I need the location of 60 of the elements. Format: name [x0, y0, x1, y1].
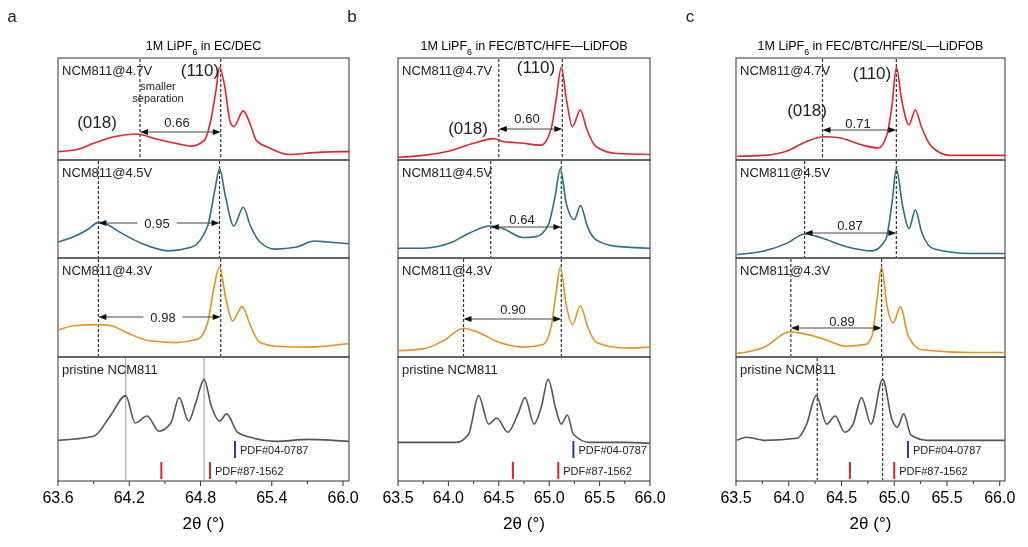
text: c — [685, 6, 695, 26]
annotation: (018) — [77, 112, 117, 132]
annotation: 0.66 — [164, 114, 190, 130]
ref-line-label: PDF#87-1562 — [899, 464, 968, 477]
text: NCM811@4.7V — [740, 63, 831, 78]
x-tick-label: 66.0 — [984, 489, 1016, 506]
annotation: 0.71 — [845, 115, 871, 131]
text: NCM811@4.5V — [740, 165, 831, 180]
ref-line-label: PDF#87-1562 — [563, 464, 632, 477]
x-tick-label: 65.0 — [533, 489, 565, 506]
x-tick-label: 65.5 — [584, 489, 616, 506]
text: NCM811@4.3V — [740, 263, 831, 278]
text: pristine NCM811 — [402, 362, 498, 377]
x-tick-label: 66.0 — [327, 489, 359, 506]
ref-line-label: PDF#04-0787 — [239, 443, 309, 456]
x-tick-label: 64.2 — [113, 489, 145, 506]
ref-line-label: PDF#87-1562 — [215, 464, 284, 477]
x-tick-label: 65.4 — [256, 489, 288, 506]
annotation: (018) — [448, 118, 488, 138]
annotation: smaller separation — [132, 79, 184, 105]
x-tick-label: 66.0 — [634, 489, 666, 506]
text: NCM811@4.5V — [62, 165, 153, 180]
ref-line-label: PDF#04-0787 — [578, 443, 647, 456]
chart-title: 1M LiPF$_{6}$ in FEC/BTC/HFE—LiDFOB — [420, 39, 628, 57]
text: NCM811@4.7V — [62, 63, 153, 78]
text: NCM811@4.3V — [62, 263, 153, 278]
text: NCM811@4.7V — [402, 63, 493, 78]
text: pristine NCM811 — [740, 362, 836, 377]
annotation: 0.87 — [837, 217, 863, 233]
annotation: 0.98 — [150, 309, 176, 325]
annotation: 0.95 — [144, 215, 170, 231]
annotation: 0.64 — [509, 211, 535, 227]
x-tick-label: 64.8 — [184, 489, 217, 506]
chart-title: 1M LiPF$_{6}$ in FEC/BTC/HFE/SL—LiDFOB — [757, 39, 984, 57]
x-tick-label: 63.5 — [720, 489, 752, 506]
text: NCM811@4.3V — [402, 263, 493, 278]
x-tick-label: 65.0 — [878, 489, 910, 506]
x-tick-label: 64.0 — [773, 489, 805, 506]
x-axis-title: 2θ (°) — [182, 514, 225, 533]
text: b — [347, 6, 357, 26]
text: pristine NCM811 — [62, 362, 158, 377]
x-axis-title: 2θ (°) — [503, 514, 545, 533]
ref-line-label: PDF#04-0787 — [912, 443, 982, 456]
annotation: 0.60 — [514, 110, 540, 126]
x-tick-label: 64.5 — [483, 489, 515, 506]
annotation: 0.90 — [500, 301, 526, 317]
annotation: 0.89 — [829, 313, 855, 329]
x-tick-label: 63.6 — [42, 489, 74, 506]
annotation: (018) — [787, 100, 827, 120]
annotation: (110) — [516, 57, 556, 77]
x-tick-label: 64.0 — [432, 489, 465, 506]
annotation: (110) — [180, 60, 220, 80]
chart-title: 1M LiPF$_{6}$ in EC/DEC — [145, 39, 262, 57]
x-tick-label: 65.5 — [931, 489, 963, 506]
x-axis-title: 2θ (°) — [849, 514, 892, 533]
annotation: (110) — [852, 63, 892, 83]
x-tick-label: 63.5 — [382, 489, 414, 506]
text: a — [7, 6, 18, 26]
x-tick-label: 64.5 — [825, 489, 858, 506]
text: NCM811@4.5V — [402, 165, 493, 180]
